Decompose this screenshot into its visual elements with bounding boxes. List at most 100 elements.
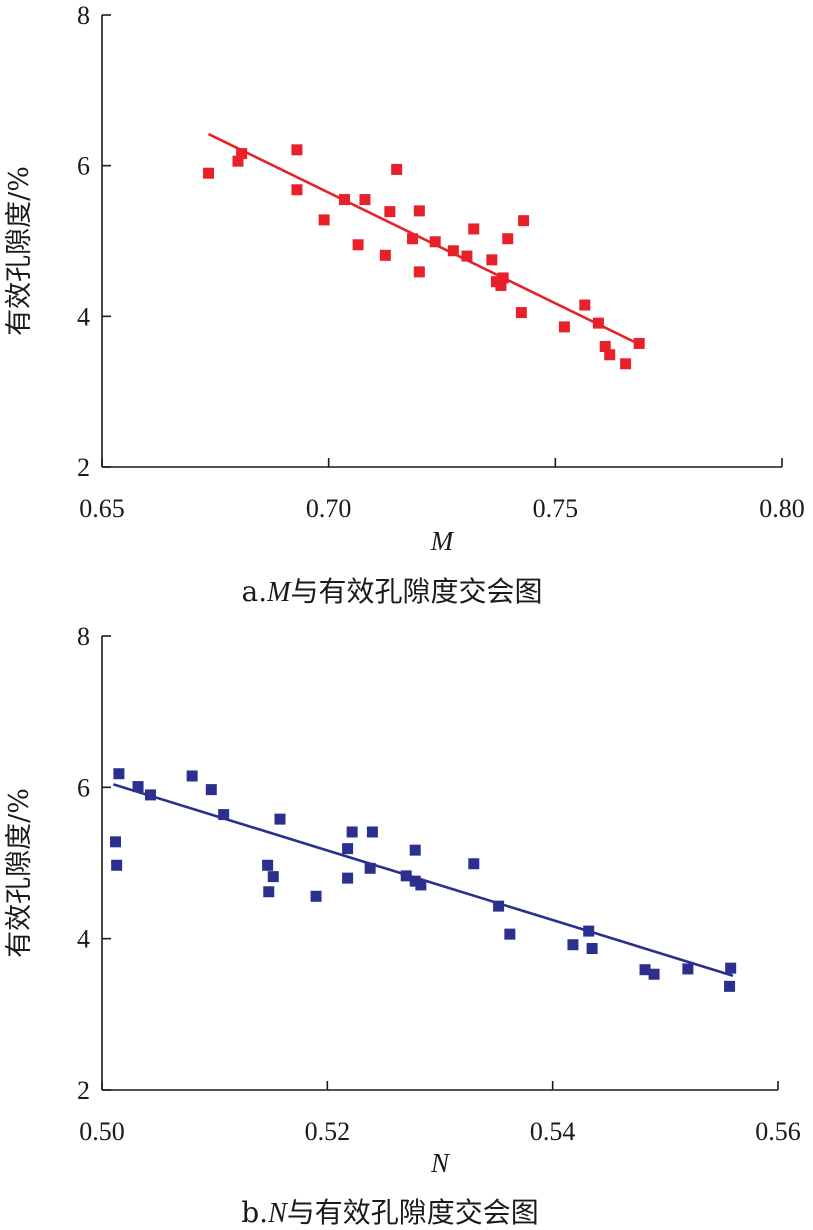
- chart-n-data-point: [682, 963, 694, 975]
- chart-n-x-tick-label: 0.54: [530, 1117, 576, 1146]
- chart-m-data-point: [232, 155, 244, 167]
- chart-m-y-tick-label: 6: [77, 152, 90, 181]
- chart-n-data-point: [504, 928, 516, 940]
- chart-n-x-tick-label: 0.56: [755, 1117, 801, 1146]
- chart-n-data-point: [263, 886, 275, 898]
- chart-n-data-point: [400, 870, 412, 882]
- chart-m-data-point: [620, 358, 632, 370]
- chart-n-data-point: [648, 968, 660, 980]
- chart-m-data-point: [461, 250, 473, 262]
- chart-m-data-point: [468, 223, 480, 235]
- chart-m-data-point: [318, 214, 330, 226]
- chart-n-data-point: [366, 826, 378, 838]
- chart-m-x-tick-label: 0.65: [79, 494, 125, 523]
- chart-m-data-point: [558, 321, 570, 333]
- chart-m-data-point: [599, 340, 611, 352]
- chart-m-x-tick-label: 0.70: [306, 494, 352, 523]
- chart-n-data-point: [262, 859, 274, 871]
- chart-m-data-point: [236, 148, 248, 160]
- chart-m-y-tick-label: 8: [77, 1, 90, 30]
- chart-m-data-point: [502, 233, 514, 245]
- chart-n-caption-var: N: [267, 1198, 288, 1229]
- chart-n-caption-prefix: b.: [241, 1196, 268, 1229]
- chart-m-data-point: [413, 205, 425, 217]
- chart-m-data-point: [429, 236, 441, 248]
- chart-m-data-point: [518, 215, 530, 227]
- chart-n-x-tick-label: 0.50: [79, 1117, 125, 1146]
- chart-n-data-point: [144, 789, 156, 801]
- chart-m-marks: [203, 132, 645, 370]
- chart-n-data-point: [364, 862, 376, 874]
- chart-n-axes: 2 4 6 8 0.50 0.52 0.54 0.56: [77, 622, 801, 1146]
- chart-m-data-point: [339, 194, 351, 206]
- chart-m-y-axis-label: 有效孔隙度/%: [4, 166, 35, 336]
- chart-m-data-point: [592, 317, 604, 329]
- chart-m-data-point: [486, 254, 498, 266]
- chart-m-caption: a.M与有效孔隙度交会图: [242, 575, 543, 608]
- chart-m-trendline: [207, 132, 640, 346]
- chart-m-caption-var: M: [266, 577, 292, 608]
- chart-n-y-tick-label: 4: [77, 925, 90, 954]
- chart-m-data-point: [447, 245, 459, 257]
- chart-n-data-point: [267, 871, 279, 883]
- chart-n-y-tick-label: 6: [77, 773, 90, 802]
- chart-n-data-point: [586, 943, 598, 955]
- chart-m-data-point: [359, 194, 371, 206]
- chart-m-data-point: [579, 299, 591, 311]
- chart-n-data-point: [639, 964, 651, 976]
- chart-n-data-point: [110, 836, 122, 848]
- chart-n-data-point: [567, 939, 579, 951]
- chart-m-data-point: [291, 184, 303, 196]
- chart-m-data-point: [352, 239, 364, 251]
- chart-n-data-point: [415, 879, 427, 891]
- chart-n-data-point: [346, 826, 358, 838]
- chart-n-x-tick-label: 0.52: [305, 1117, 351, 1146]
- chart-n-data-point: [342, 872, 354, 884]
- chart-m-y-tick-label: 4: [77, 302, 90, 331]
- chart-n-data-point: [409, 844, 421, 856]
- chart-n-data-point: [409, 875, 421, 887]
- chart-n-caption-suffix: 与有效孔隙度交会图: [287, 1196, 539, 1229]
- chart-m-caption-prefix: a.: [242, 575, 268, 608]
- chart-m-data-point: [495, 279, 507, 291]
- chart-n-caption: b.N与有效孔隙度交会图: [241, 1196, 539, 1229]
- chart-m-data-point: [379, 249, 391, 261]
- chart-m-data-point: [203, 167, 215, 179]
- chart-m-data-point: [604, 349, 616, 361]
- chart-m-data-point: [407, 233, 419, 245]
- chart-n-data-point: [468, 858, 480, 870]
- chart-n-x-axis-label: N: [430, 1148, 451, 1178]
- chart-n-data-point: [111, 859, 123, 871]
- chart-m-data-point: [391, 163, 403, 175]
- chart-n-data-point: [342, 843, 354, 855]
- chart-n-data-point: [186, 770, 198, 782]
- chart-m-x-tick-label: 0.75: [533, 494, 579, 523]
- chart-n-y-tick-label: 2: [77, 1076, 90, 1105]
- chart-n-y-tick-label: 8: [77, 622, 90, 651]
- chart-m-data-point: [515, 307, 527, 319]
- chart-n-data-point: [583, 925, 595, 937]
- chart-n-data-point: [725, 962, 737, 974]
- chart-n-y-axis-label: 有效孔隙度/%: [4, 788, 35, 958]
- chart-n-data-point: [218, 809, 230, 821]
- chart-m-data-point: [384, 206, 396, 218]
- chart-n-data-point: [310, 890, 322, 902]
- chart-n-marks: [110, 768, 737, 992]
- chart-m-caption-suffix: 与有效孔隙度交会图: [290, 575, 542, 608]
- chart-n-data-point: [724, 980, 736, 992]
- chart-m-data-point: [497, 272, 509, 284]
- chart-n-data-point: [132, 781, 144, 793]
- chart-n-data-point: [205, 784, 217, 796]
- chart-n-data-point: [493, 900, 505, 912]
- chart-n-data-point: [274, 813, 286, 825]
- chart-n-data-point: [113, 768, 125, 780]
- chart-m-x-axis-label: M: [430, 526, 455, 556]
- chart-m-data-point: [291, 144, 303, 156]
- chart-m-data-point: [413, 266, 425, 278]
- chart-m-axes: 2 4 6 8 0.65 0.70 0.75 0.80: [77, 1, 805, 523]
- chart-m-data-point: [633, 337, 645, 349]
- chart-m-y-tick-label: 2: [77, 453, 90, 482]
